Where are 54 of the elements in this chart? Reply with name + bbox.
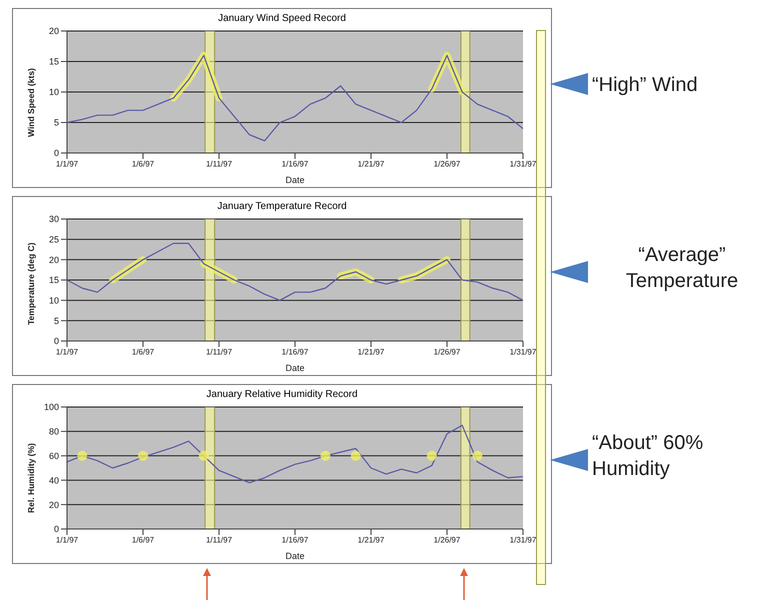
- y-tick-label: 10: [48, 296, 59, 306]
- y-tick-label: 80: [48, 426, 59, 437]
- x-axis-title: Date: [285, 363, 305, 373]
- x-axis-title: Date: [285, 551, 305, 561]
- y-tick-label: 20: [48, 26, 59, 36]
- y-tick-label: 20: [48, 500, 59, 510]
- x-tick-label: 1/6/97: [132, 160, 155, 169]
- x-tick-label: 1/6/97: [132, 348, 155, 357]
- x-tick-label: 1/26/97: [434, 348, 461, 357]
- y-tick-label: 100: [44, 402, 59, 412]
- x-tick-label: 1/6/97: [132, 536, 155, 545]
- y-tick-label: 30: [48, 214, 59, 224]
- x-axis-title: Date: [285, 175, 305, 185]
- y-tick-label: 40: [48, 475, 59, 486]
- x-tick-label: 1/31/97: [510, 160, 537, 169]
- x-tick-label: 1/1/97: [56, 348, 79, 357]
- chart-title: January Relative Humidity Record: [205, 389, 359, 402]
- y-axis-title: Rel. Humidity (%): [26, 442, 36, 513]
- x-tick-label: 1/11/97: [206, 160, 233, 169]
- x-tick-label: 1/21/97: [358, 536, 385, 545]
- x-tick-label: 1/1/97: [56, 536, 79, 545]
- x-tick-label: 1/11/97: [206, 536, 233, 545]
- y-tick-label: 60: [48, 450, 59, 461]
- y-axis-title: Temperature (deg C): [26, 242, 36, 325]
- x-tick-label: 1/31/97: [510, 536, 537, 545]
- y-tick-label: 0: [54, 336, 59, 346]
- chart-title: January Temperature Record: [216, 201, 348, 214]
- y-tick-label: 0: [54, 148, 59, 158]
- x-tick-label: 1/16/97: [282, 160, 309, 169]
- x-tick-label: 1/16/97: [282, 536, 309, 545]
- y-tick-label: 25: [48, 234, 59, 245]
- text: “About” 60% Humidity: [592, 431, 704, 482]
- text: “Average” Temperature: [624, 243, 740, 294]
- x-tick-label: 1/26/97: [434, 536, 461, 545]
- chart-title: January Wind Speed Record: [217, 13, 347, 26]
- x-tick-label: 1/21/97: [358, 348, 385, 357]
- y-tick-label: 0: [54, 524, 59, 534]
- line-series: [67, 54, 523, 142]
- y-tick-label: 20: [48, 254, 59, 265]
- x-tick-label: 1/26/97: [434, 160, 461, 169]
- line-series: [67, 424, 523, 484]
- text: “High” Wind: [592, 73, 699, 98]
- x-tick-label: 1/31/97: [510, 348, 537, 357]
- x-tick-label: 1/21/97: [358, 160, 385, 169]
- x-tick-label: 1/16/97: [282, 348, 309, 357]
- y-tick-label: 15: [48, 275, 59, 286]
- x-tick-label: 1/11/97: [206, 348, 233, 357]
- y-tick-label: 5: [54, 118, 59, 128]
- y-tick-label: 10: [48, 87, 59, 98]
- y-axis-title: Wind Speed (kts): [26, 68, 36, 137]
- x-tick-label: 1/1/97: [56, 160, 79, 169]
- y-tick-label: 5: [54, 316, 59, 326]
- y-tick-label: 15: [48, 56, 59, 67]
- line-series: [67, 242, 523, 301]
